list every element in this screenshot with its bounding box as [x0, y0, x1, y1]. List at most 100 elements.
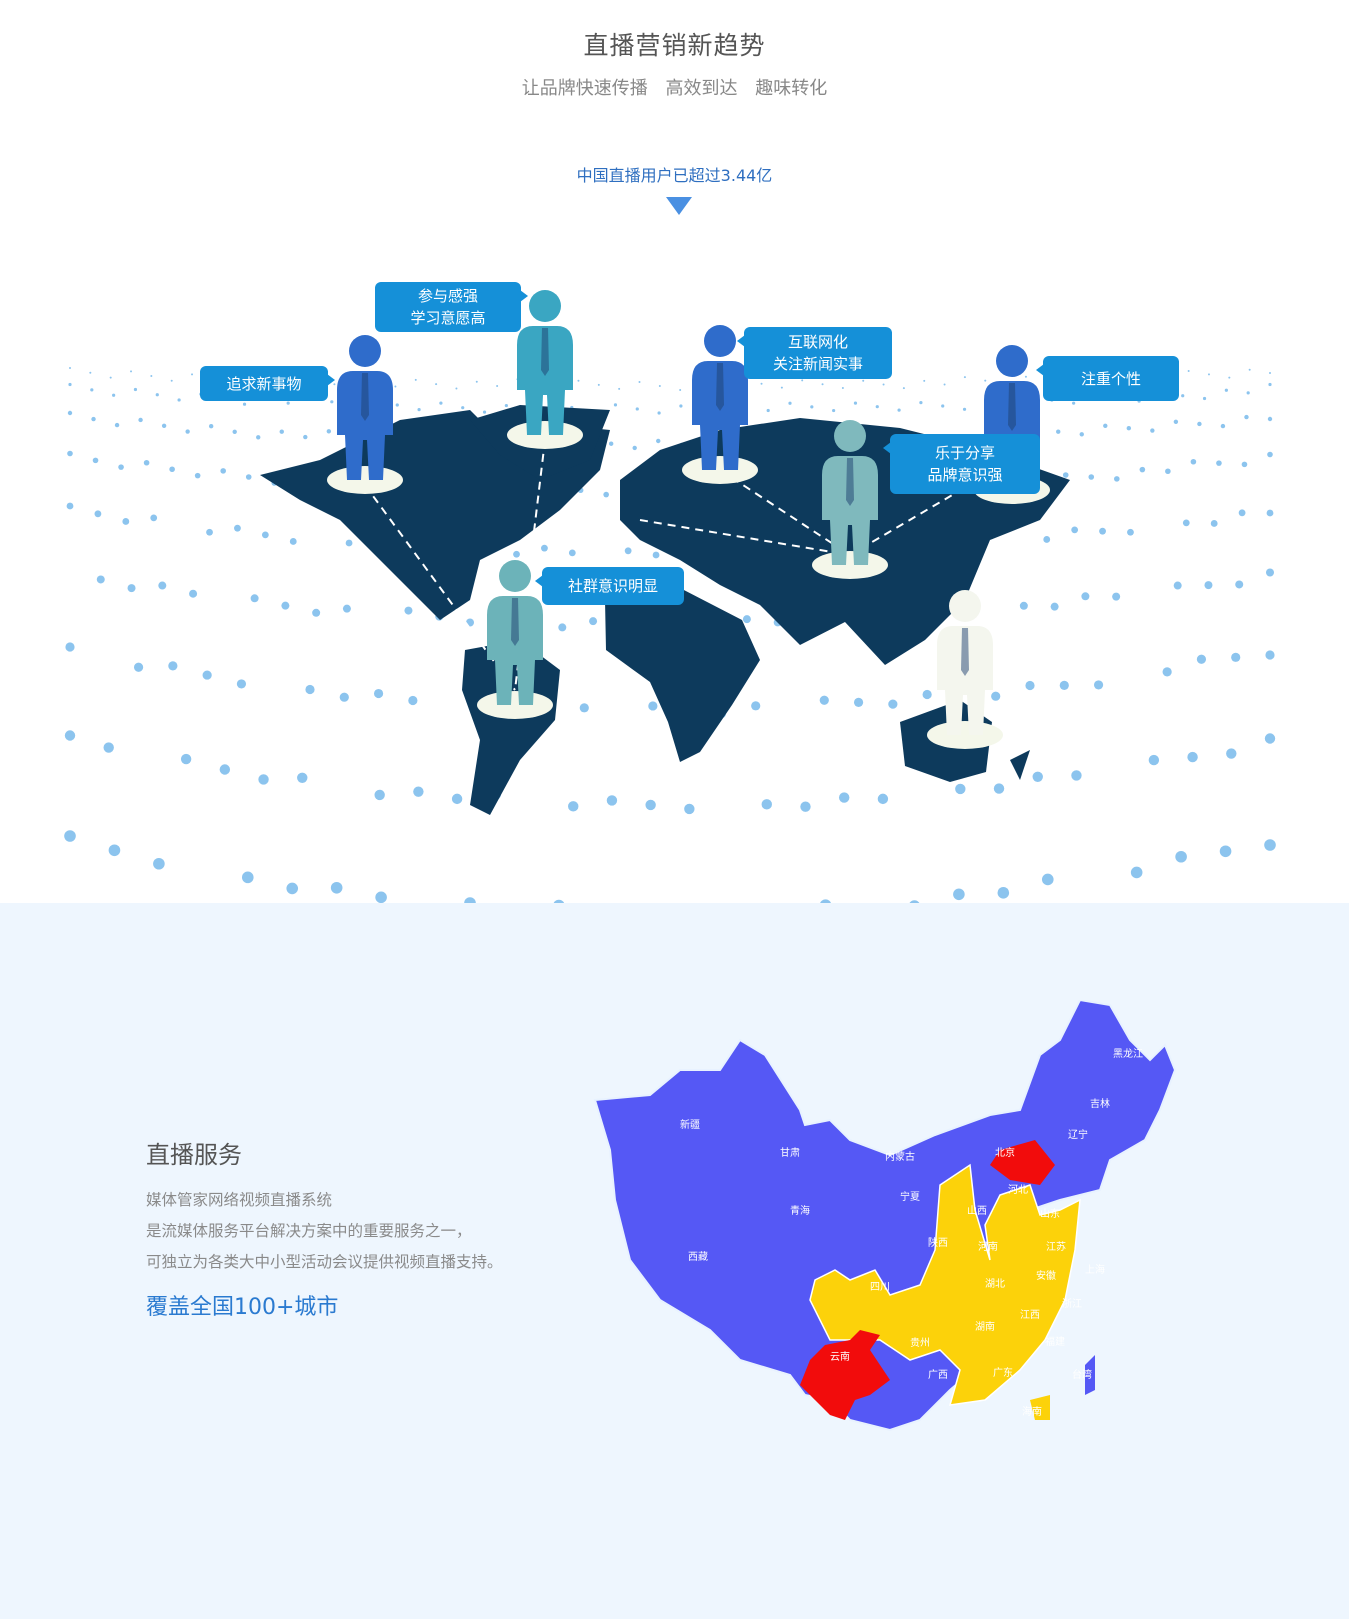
page-subtitle: 让品牌快速传播 高效到达 趣味转化 — [521, 78, 828, 99]
map-dot — [189, 589, 198, 598]
map-dot — [1246, 391, 1250, 395]
map-dot — [374, 789, 385, 801]
map-dot — [941, 404, 945, 408]
map-dot — [1088, 474, 1095, 480]
map-dot — [1103, 423, 1108, 428]
map-dot — [558, 623, 567, 632]
province-label: 辽宁 — [1068, 1128, 1088, 1141]
map-dot — [875, 405, 879, 409]
map-dot — [841, 387, 844, 390]
map-dot — [155, 393, 159, 397]
map-dot — [1267, 451, 1273, 458]
map-dot — [1266, 509, 1274, 517]
people-figures — [327, 290, 1050, 749]
bubble-text: 社群意识明显 — [567, 577, 658, 595]
description-line: 媒体管家网络视频直播系统 — [146, 1191, 333, 1209]
map-dot — [279, 429, 284, 434]
map-dot — [242, 402, 247, 406]
map-dot — [289, 538, 297, 545]
map-dot — [286, 401, 290, 405]
map-dot — [801, 379, 804, 382]
trend-section: 直播营销新趋势 让品牌快速传播 高效到达 趣味转化 中国直播用户已超过3.44亿… — [64, 31, 1276, 903]
map-dot — [1071, 770, 1082, 781]
map-dot — [1093, 680, 1104, 690]
map-dot — [1228, 376, 1231, 379]
map-dot — [345, 539, 353, 547]
map-dot — [1050, 602, 1059, 611]
bubble-text: 互联网化 — [787, 333, 848, 351]
map-dot — [648, 701, 658, 711]
map-dot — [417, 407, 421, 412]
map-dot — [1241, 461, 1248, 468]
province-yellow — [809, 1163, 1081, 1406]
map-dot — [1196, 654, 1207, 664]
province-label: 山西 — [967, 1205, 987, 1217]
map-dot — [603, 491, 609, 498]
map-dot — [652, 551, 660, 559]
map-dot — [1099, 527, 1106, 535]
map-dot — [1267, 416, 1273, 422]
coverage-text: 覆盖全国100+城市 — [146, 1295, 339, 1320]
province-label: 西藏 — [688, 1251, 708, 1263]
map-dot — [606, 795, 618, 806]
map-dot — [1266, 568, 1274, 577]
map-dot — [902, 387, 905, 390]
map-dot — [261, 531, 269, 539]
map-dot — [919, 400, 923, 405]
map-dot — [780, 386, 783, 389]
bubble-text: 学习意愿高 — [410, 309, 486, 327]
map-dot — [1032, 771, 1043, 782]
map-dot — [1207, 373, 1210, 376]
bubble-text: 追求新事物 — [226, 374, 302, 393]
map-dot — [108, 844, 121, 857]
map-dot — [408, 695, 418, 706]
map-dot — [1150, 428, 1155, 433]
map-dot — [373, 688, 384, 699]
map-dot — [194, 472, 201, 479]
map-dot — [684, 803, 695, 815]
map-dot — [202, 670, 212, 680]
map-dot — [1072, 401, 1076, 405]
map-dot — [645, 799, 656, 811]
map-dot — [624, 547, 632, 555]
map-dot — [657, 411, 661, 415]
map-dot — [638, 380, 641, 383]
province-label: 江苏 — [1046, 1240, 1066, 1253]
map-dot — [455, 387, 458, 390]
map-dot — [1202, 396, 1207, 401]
map-dot — [90, 388, 94, 392]
map-dot — [169, 466, 175, 473]
map-dot — [838, 792, 850, 803]
map-dot — [219, 764, 231, 775]
map-dot — [67, 450, 73, 457]
province-label: 四川 — [870, 1282, 890, 1293]
map-dot — [150, 375, 153, 378]
map-dot — [206, 528, 213, 536]
map-dot — [65, 642, 75, 652]
map-dot — [464, 897, 476, 903]
map-dot — [1081, 592, 1090, 601]
map-dot — [679, 388, 682, 391]
map-dot — [404, 606, 413, 615]
map-dot — [1175, 850, 1187, 863]
map-dot — [158, 581, 167, 590]
map-dot — [185, 429, 190, 434]
province-label: 内蒙古 — [885, 1150, 915, 1163]
map-dot — [232, 429, 237, 434]
map-dot — [963, 376, 966, 379]
map-dot — [191, 373, 194, 376]
map-dot — [303, 434, 308, 440]
bubble-text: 乐于分享 — [934, 444, 995, 462]
map-dot — [997, 886, 1010, 899]
connection-line — [639, 519, 851, 556]
map-dot — [258, 774, 269, 785]
map-dot — [1187, 751, 1198, 763]
map-dot — [241, 871, 254, 884]
continent — [605, 588, 760, 762]
map-dot — [821, 383, 824, 386]
map-dot — [220, 468, 226, 474]
world-map — [64, 290, 1276, 903]
map-dot — [962, 407, 967, 411]
map-dot — [608, 441, 614, 446]
